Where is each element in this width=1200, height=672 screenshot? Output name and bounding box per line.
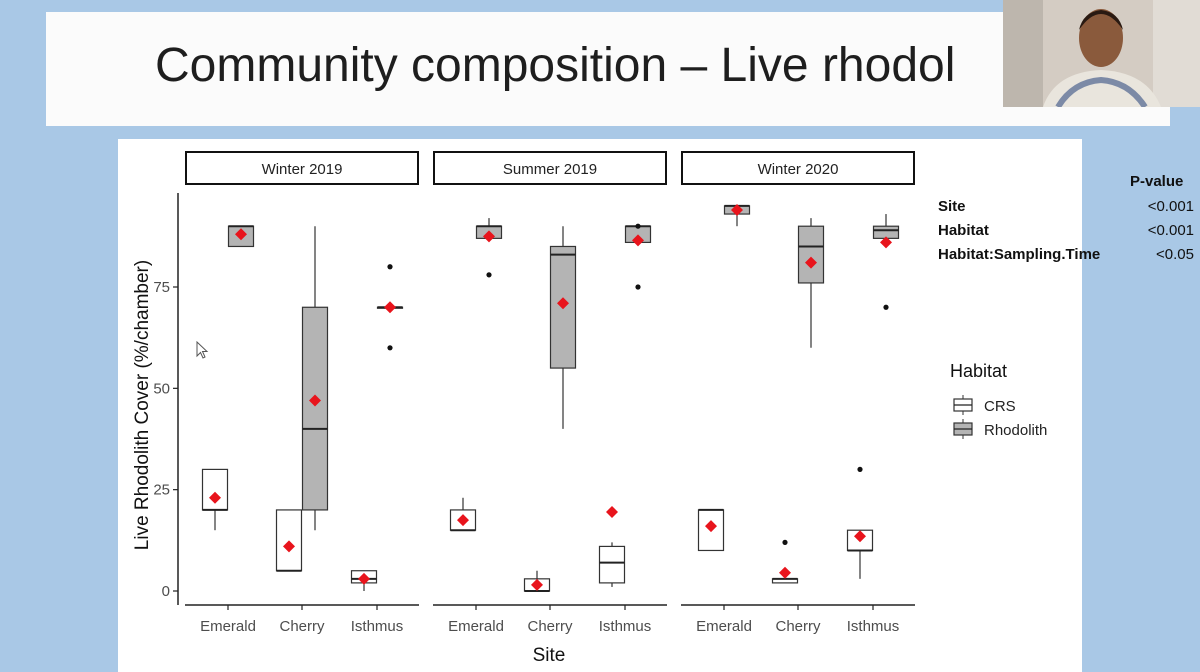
x-tick-label: Isthmus [599, 618, 652, 635]
mean-diamond-marker [283, 540, 295, 553]
facet-strip [681, 151, 915, 185]
mean-diamond-marker [854, 530, 866, 543]
box-body [301, 306, 329, 511]
pvalue-label: Habitat:Sampling.Time [938, 246, 1101, 263]
mean-diamond-marker [705, 520, 717, 533]
facet-strip-label: Winter 2020 [758, 161, 839, 178]
facet-strip [433, 151, 667, 185]
mean-diamond-marker [531, 578, 543, 591]
x-tick-label: Isthmus [351, 618, 404, 635]
pvalue-value: <0.05 [1156, 246, 1194, 263]
box-outlier-point [486, 272, 492, 278]
chart-panel: 0 25 50 75 Live Rhodolith Cover (%/chamber) S… [118, 139, 1082, 672]
x-tick-label: Cherry [279, 618, 325, 635]
box-body [598, 545, 626, 584]
box-outlier-point [635, 284, 641, 290]
facet-strip-label: Winter 2019 [262, 161, 343, 178]
x-tick-label: Emerald [696, 618, 752, 635]
legend-title: Habitat [950, 361, 1007, 381]
x-tick-label: Cherry [527, 618, 573, 635]
box-body [275, 509, 303, 572]
mean-diamond-marker [209, 491, 221, 504]
y-axis-title: Live Rhodolith Cover (%/chamber) [132, 260, 153, 550]
box-outlier-point [782, 539, 788, 545]
mean-diamond-marker [880, 236, 892, 249]
facet-strip [185, 151, 419, 185]
y-tick-label: 25 [153, 482, 170, 499]
mean-diamond-marker [779, 566, 791, 579]
mean-diamond-marker [557, 297, 569, 310]
presenter-avatar-icon [1003, 0, 1200, 107]
box-outlier-point [387, 264, 393, 270]
mean-diamond-marker [384, 301, 396, 314]
x-axis-title: Site [533, 645, 566, 666]
presenter-webcam-thumbnail [1003, 0, 1200, 107]
x-tick-label: Isthmus [847, 618, 900, 635]
y-tick-label: 0 [162, 583, 170, 600]
pvalue-label: Site [938, 198, 966, 215]
x-tick-label: Cherry [775, 618, 821, 635]
pvalue-value: <0.001 [1147, 198, 1194, 215]
x-tick-label: Emerald [448, 618, 504, 635]
legend-entry-label: Rhodolith [984, 422, 1047, 439]
mean-diamond-marker [606, 505, 618, 518]
box-outlier-point [857, 466, 863, 472]
mean-diamond-marker [235, 228, 247, 241]
mean-diamond-marker [309, 394, 321, 407]
mean-diamond-marker [483, 230, 495, 243]
facet-strip-label: Summer 2019 [503, 161, 597, 178]
mouse-cursor-icon [196, 341, 209, 359]
box-outlier-point [883, 304, 889, 310]
mean-diamond-marker [457, 514, 469, 527]
y-tick-label: 50 [153, 380, 170, 397]
box-outlier-point [635, 223, 641, 229]
mean-diamond-marker [358, 572, 370, 585]
pvalue-label: Habitat [938, 222, 989, 239]
x-tick-label: Emerald [200, 618, 256, 635]
slide-title: Community composition – Live rhodol [155, 39, 956, 92]
pvalue-header: P-value [1130, 173, 1184, 190]
slide-title-band [46, 12, 1170, 126]
box-body [201, 468, 229, 511]
box-body [797, 225, 825, 284]
y-tick-label: 75 [153, 279, 170, 296]
mean-diamond-marker [731, 203, 743, 216]
mean-diamond-marker [632, 234, 644, 247]
legend-entry-label: CRS [984, 398, 1016, 415]
pvalue-value: <0.001 [1147, 222, 1194, 239]
mean-diamond-marker [805, 256, 817, 269]
box-outlier-point [387, 345, 393, 351]
